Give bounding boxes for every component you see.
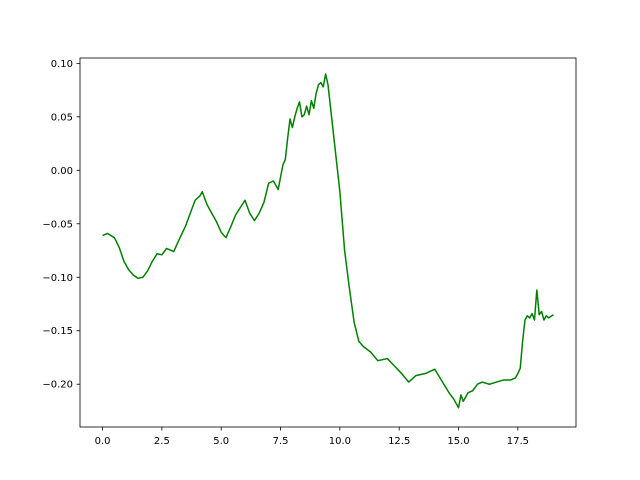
y-tick-label: 0.10 [51, 59, 73, 70]
x-tick-label: 10.0 [329, 436, 351, 447]
x-tick-label: 5.0 [213, 436, 229, 447]
y-tick-label: −0.05 [42, 219, 73, 230]
x-tick-label: 12.5 [388, 436, 410, 447]
series-line-0 [102, 73, 554, 409]
x-axis-ticks: 0.0 2.5 5.0 7.5 10.0 12.5 15.0 17.5 [95, 427, 529, 447]
x-tick-label: 15.0 [447, 436, 469, 447]
x-tick-label: 17.5 [507, 436, 529, 447]
y-tick-label: −0.20 [42, 380, 73, 391]
y-tick-label: −0.15 [42, 326, 73, 337]
y-tick-label: 0.00 [51, 166, 73, 177]
series-layer [102, 73, 554, 409]
y-axis-ticks: 0.10 0.05 0.00 −0.05 −0.10 −0.15 −0.20 [42, 59, 80, 391]
x-tick-label: 0.0 [95, 436, 111, 447]
y-tick-label: 0.05 [51, 112, 73, 123]
y-tick-label: −0.10 [42, 273, 73, 284]
x-tick-label: 2.5 [154, 436, 170, 447]
plot-frame [79, 57, 577, 428]
plot-area [80, 58, 576, 427]
x-tick-label: 7.5 [273, 436, 289, 447]
